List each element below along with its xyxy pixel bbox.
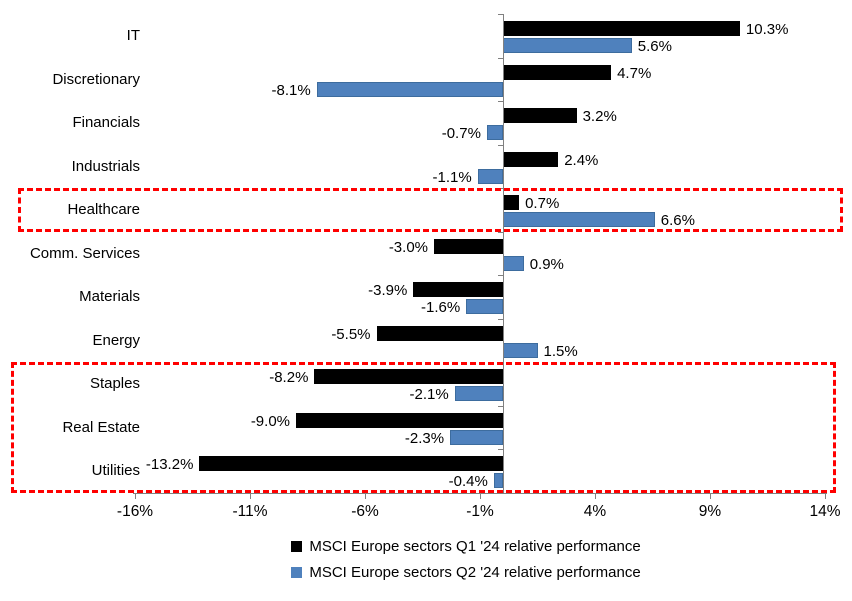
value-label: -3.0%: [388, 238, 428, 256]
y-axis-tick: [498, 188, 503, 189]
category-label-staples: Staples: [89, 375, 140, 393]
y-axis-tick: [498, 101, 503, 102]
x-tick-label: 4%: [583, 502, 607, 520]
y-axis-tick: [498, 57, 503, 59]
q1-bar-it: [503, 21, 740, 36]
q2-bar-healthcare: [503, 212, 655, 227]
x-tick-label: -16%: [116, 502, 154, 520]
category-label-materials: Materials: [79, 288, 140, 306]
x-tick-label: 9%: [698, 502, 722, 520]
q2-bar-financials: [486, 125, 503, 140]
q1-bar-comm-services: [434, 238, 503, 254]
value-label: -0.4%: [448, 473, 488, 490]
legend-item-q2: MSCI Europe sectors Q2 '24 relative perf…: [291, 564, 641, 581]
y-axis-tick: [498, 231, 503, 233]
q2-bar-energy: [503, 342, 538, 358]
q2-bar-staples: [454, 386, 503, 401]
y-axis-line: [503, 14, 504, 493]
q1-bar-discretionary: [503, 64, 612, 80]
q2-bar-industrials: [477, 168, 503, 184]
x-axis-tick: [250, 492, 251, 499]
q2-bar-comm-services: [503, 255, 524, 271]
x-tick-label: 14%: [809, 502, 841, 520]
value-label: -5.5%: [331, 325, 371, 343]
category-label-discretionary: Discretionary: [52, 70, 140, 88]
q1-bar-staples: [314, 369, 503, 384]
x-axis-tick: [135, 492, 136, 499]
highlight-box-healthcare: [18, 188, 843, 232]
q1-bar-healthcare: [503, 195, 520, 210]
q1-bar-energy: [376, 325, 503, 341]
x-tick-label: -6%: [351, 502, 379, 520]
y-axis-tick: [498, 449, 503, 450]
y-axis-tick: [498, 275, 503, 276]
y-axis-tick: [498, 14, 503, 15]
x-axis-tick: [480, 492, 481, 499]
q1-bar-materials: [413, 282, 503, 297]
value-label: 0.9%: [529, 255, 564, 273]
q2-bar-utilities: [493, 473, 503, 488]
category-label-it: IT: [126, 27, 140, 45]
q1-bar-utilities: [199, 456, 503, 471]
value-label: 5.6%: [637, 38, 672, 55]
legend: MSCI Europe sectors Q1 '24 relative perf…: [90, 538, 842, 581]
legend-item-q1: MSCI Europe sectors Q1 '24 relative perf…: [291, 538, 641, 555]
q1-bar-industrials: [503, 151, 559, 167]
y-axis-tick: [498, 362, 503, 363]
y-axis-tick: [498, 405, 503, 407]
value-label: 1.5%: [543, 342, 578, 360]
value-label: -1.6%: [421, 299, 461, 316]
value-label: -3.9%: [368, 282, 408, 299]
x-axis-tick: [365, 492, 366, 499]
legend-label: MSCI Europe sectors Q2 '24 relative perf…: [309, 564, 641, 581]
category-label-healthcare: Healthcare: [67, 201, 140, 219]
y-axis-tick: [498, 318, 503, 320]
value-label: 6.6%: [660, 212, 695, 229]
y-axis-tick: [498, 144, 503, 146]
q2-bar-it: [503, 38, 632, 53]
q1-bar-real-estate: [296, 412, 503, 428]
q2-bar-real-estate: [450, 429, 503, 445]
value-label: -1.1%: [432, 168, 472, 186]
x-tick-label: -1%: [466, 502, 494, 520]
legend-marker-icon: [291, 541, 303, 552]
legend-marker-icon: [291, 567, 303, 578]
value-label: 4.7%: [617, 64, 652, 82]
value-label: 2.4%: [564, 151, 599, 169]
value-label: 10.3%: [745, 21, 789, 38]
value-label: -2.1%: [409, 386, 449, 403]
q2-bar-materials: [466, 299, 503, 314]
value-label: -0.7%: [441, 125, 481, 142]
category-label-energy: Energy: [92, 331, 140, 349]
value-label: -2.3%: [404, 429, 445, 447]
q1-bar-financials: [503, 108, 577, 123]
value-label: -8.1%: [271, 81, 311, 99]
value-label: -9.0%: [250, 412, 290, 430]
x-axis-tick: [710, 492, 711, 499]
category-label-utilities: Utilities: [91, 462, 140, 480]
category-label-comm-services: Comm. Services: [29, 244, 140, 262]
q2-bar-discretionary: [316, 81, 503, 97]
x-axis-tick: [595, 492, 596, 499]
value-label: 3.2%: [582, 108, 617, 125]
legend-label: MSCI Europe sectors Q1 '24 relative perf…: [309, 538, 641, 555]
value-label: -8.2%: [269, 369, 309, 386]
x-tick-label: -11%: [232, 502, 268, 520]
category-label-industrials: Industrials: [71, 157, 140, 175]
category-label-real-estate: Real Estate: [62, 418, 140, 436]
category-label-financials: Financials: [72, 114, 140, 132]
value-label: -13.2%: [145, 456, 194, 473]
x-axis-tick: [825, 492, 826, 499]
value-label: 0.7%: [525, 195, 560, 212]
